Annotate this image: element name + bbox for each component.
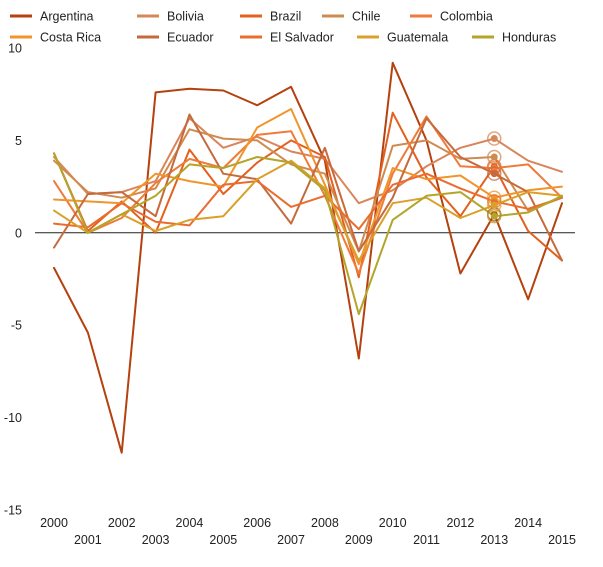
x-tick-label: 2007	[277, 533, 305, 547]
highlight-ring	[487, 149, 502, 165]
legend-item[interactable]: Bolivia	[137, 10, 204, 24]
y-tick-label: -10	[4, 411, 22, 425]
legend-item[interactable]: Colombia	[410, 10, 493, 24]
x-tick-label: 2006	[243, 516, 271, 530]
legend-item[interactable]: Honduras	[472, 31, 556, 45]
legend-label: Argentina	[40, 10, 94, 24]
series-line[interactable]	[53, 108, 563, 266]
legend-item[interactable]: El Salvador	[240, 31, 334, 45]
legend-label: Guatemala	[387, 31, 448, 45]
highlight-ring	[487, 166, 502, 181]
series-line[interactable]	[53, 113, 563, 262]
highlight-markers	[487, 131, 502, 224]
highlight-ring	[487, 208, 502, 224]
x-tick-label: 2008	[311, 516, 339, 530]
data-point[interactable]	[490, 153, 498, 161]
legend-label: Ecuador	[167, 31, 214, 45]
x-tick-label: 2002	[108, 516, 136, 530]
y-tick-label: 10	[8, 42, 22, 56]
x-tick-label: 2005	[209, 533, 237, 547]
x-tick-label: 2012	[446, 516, 474, 530]
legend-label: Bolivia	[167, 10, 204, 24]
legend-item[interactable]: Costa Rica	[10, 31, 101, 45]
y-axis: 10 5 0 -5 -10 -15	[4, 42, 575, 518]
data-point[interactable]	[490, 164, 498, 172]
x-tick-label: 2009	[345, 533, 373, 547]
x-tick-label: 2013	[480, 533, 508, 547]
series-line[interactable]	[53, 115, 563, 275]
series-line[interactable]	[53, 128, 563, 253]
x-tick-label: 2015	[548, 533, 576, 547]
data-point[interactable]	[490, 212, 498, 220]
series-line[interactable]	[53, 117, 563, 205]
highlight-ring	[487, 197, 502, 213]
legend-item[interactable]: Argentina	[10, 10, 94, 24]
legend-item[interactable]: Chile	[322, 10, 381, 24]
legend-label: Chile	[352, 10, 381, 24]
legend-item[interactable]: Guatemala	[357, 31, 448, 45]
x-tick-label: 2010	[379, 516, 407, 530]
data-point[interactable]	[490, 170, 498, 178]
series-line[interactable]	[53, 61, 563, 454]
series-line[interactable]	[53, 152, 563, 316]
y-tick-label: 5	[15, 134, 22, 148]
legend: Argentina Bolivia Brazil Chile Colombia Costa…	[10, 10, 556, 45]
legend-item[interactable]: Ecuador	[137, 31, 214, 45]
y-tick-label: -5	[11, 319, 22, 333]
series-lines	[53, 61, 563, 454]
x-tick-label: 2014	[514, 516, 542, 530]
legend-label: Costa Rica	[40, 31, 101, 45]
data-point[interactable]	[490, 135, 498, 143]
highlight-ring	[487, 131, 502, 146]
legend-label: Honduras	[502, 31, 556, 45]
y-tick-label: -15	[4, 504, 22, 518]
x-tick-label: 2000	[40, 516, 68, 530]
series-line[interactable]	[53, 159, 563, 262]
x-tick-label: 2011	[413, 533, 440, 547]
legend-label: Colombia	[440, 10, 493, 24]
x-tick-label: 2001	[74, 533, 102, 547]
legend-item[interactable]: Brazil	[240, 10, 301, 24]
legend-label: El Salvador	[270, 31, 334, 45]
y-tick-label: 0	[15, 226, 22, 240]
data-point[interactable]	[490, 201, 498, 209]
x-tick-label: 2003	[142, 533, 170, 547]
legend-label: Brazil	[270, 10, 301, 24]
series-line[interactable]	[53, 172, 563, 231]
x-axis: 2000 2001 2002 2003 2004 2005 2006 2007 2008 2009…	[40, 516, 576, 547]
x-tick-label: 2004	[176, 516, 204, 530]
